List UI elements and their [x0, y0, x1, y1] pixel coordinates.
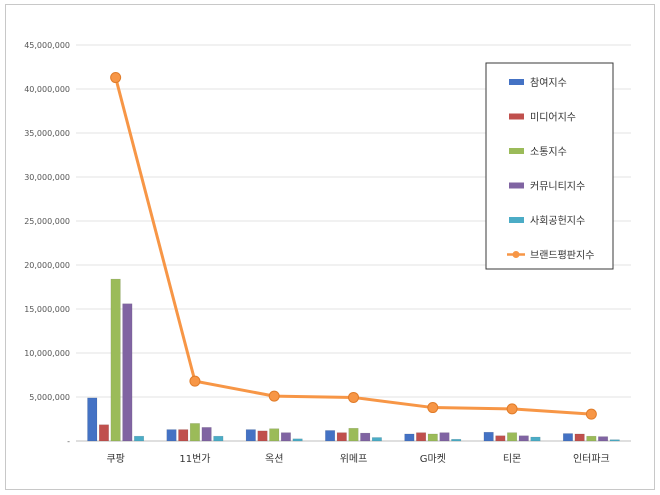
bar-1-6	[574, 433, 585, 442]
x-tick-label: 인터파크	[573, 453, 610, 465]
legend-label-5: 브랜드평판지수	[530, 250, 594, 262]
bar-3-0	[122, 303, 133, 442]
line-point-3	[348, 391, 359, 403]
y-tick-label: 35,000,000	[24, 129, 70, 138]
y-tick-label: 25,000,000	[24, 217, 70, 226]
legend-swatch-4	[509, 217, 524, 223]
bar-2-5	[507, 432, 518, 442]
line-point-2	[268, 390, 280, 402]
bar-1-4	[416, 432, 427, 442]
bar-1-5	[495, 435, 506, 442]
bar-0-0	[87, 397, 98, 442]
bar-1-0	[98, 424, 109, 442]
y-tick-label: 10,000,000	[24, 349, 70, 358]
legend-label-2: 소통지수	[530, 146, 567, 158]
bar-2-6	[586, 435, 597, 442]
line-point-4	[427, 402, 439, 414]
bar-0-6	[562, 433, 573, 442]
bar-3-4	[439, 432, 450, 442]
bar-3-1	[201, 427, 212, 442]
chart-frame: - 5,000,000 10,000,000 15,000,000 20,000,000…	[5, 4, 655, 490]
bar-4-0	[134, 435, 145, 442]
bar-1-2	[257, 430, 268, 442]
bar-2-1	[189, 423, 200, 442]
bar-3-5	[518, 435, 529, 442]
y-tick-label: 20,000,000	[24, 261, 70, 270]
bar-1-3	[336, 432, 347, 442]
line-series	[110, 72, 597, 420]
legend-swatch-2	[509, 148, 524, 154]
y-tick-label: 45,000,000	[24, 41, 70, 50]
legend-swatch-0	[509, 79, 524, 85]
legend-label-0: 참여지수	[530, 77, 567, 89]
y-tick-label: 30,000,000	[24, 173, 70, 182]
bar-3-2	[280, 432, 291, 442]
legend-label-3: 커뮤니티지수	[530, 181, 585, 193]
bar-2-4	[427, 433, 438, 442]
bar-3-6	[598, 436, 609, 442]
line-point-5	[506, 403, 518, 415]
bar-2-2	[269, 428, 280, 442]
chart-svg: - 5,000,000 10,000,000 15,000,000 20,000,000…	[24, 41, 631, 465]
bar-1-1	[178, 429, 189, 442]
bar-0-1	[166, 429, 177, 442]
bar-4-1	[213, 435, 224, 442]
legend-box	[485, 62, 614, 270]
line-point-6	[585, 408, 597, 420]
x-tick-label: 옥션	[265, 453, 283, 465]
bar-0-3	[325, 430, 336, 442]
bar-0-4	[404, 433, 415, 442]
legend-label-4: 사회공헌지수	[530, 215, 585, 227]
bar-0-5	[483, 431, 494, 442]
legend-swatch-1	[509, 113, 524, 120]
x-tick-label: 쿠팡	[106, 453, 124, 465]
y-tick-label: 15,000,000	[24, 305, 70, 314]
bar-3-3	[360, 432, 371, 442]
x-tick-label: 위메프	[340, 452, 368, 465]
legend-marker-5	[512, 251, 520, 258]
bar-4-3	[371, 437, 382, 442]
x-axis-ticks: 쿠팡 11번가 옥션 위메프 G마켓 티몬 인터파크	[106, 452, 609, 465]
line-point-1	[189, 375, 201, 387]
y-axis-ticks: - 5,000,000 10,000,000 15,000,000 20,000,000…	[24, 41, 70, 446]
gridlines	[76, 44, 631, 442]
bar-4-2	[292, 438, 303, 442]
legend-swatch-3	[509, 182, 524, 189]
bar-0-2	[245, 429, 256, 442]
bar-2-0	[110, 278, 121, 442]
y-tick-label: -	[67, 437, 70, 446]
bars	[87, 278, 620, 442]
legend-label-1: 미디어지수	[530, 112, 576, 124]
x-tick-label: 티몬	[503, 453, 521, 465]
bar-2-3	[348, 427, 359, 442]
bar-4-6	[609, 439, 620, 442]
y-tick-label: 5,000,000	[29, 393, 70, 402]
y-tick-label: 40,000,000	[24, 85, 70, 94]
line-point-0	[110, 72, 122, 84]
bar-4-4	[451, 438, 462, 442]
x-tick-label: G마켓	[420, 453, 446, 465]
bar-4-5	[530, 436, 541, 442]
x-tick-label: 11번가	[179, 453, 210, 465]
